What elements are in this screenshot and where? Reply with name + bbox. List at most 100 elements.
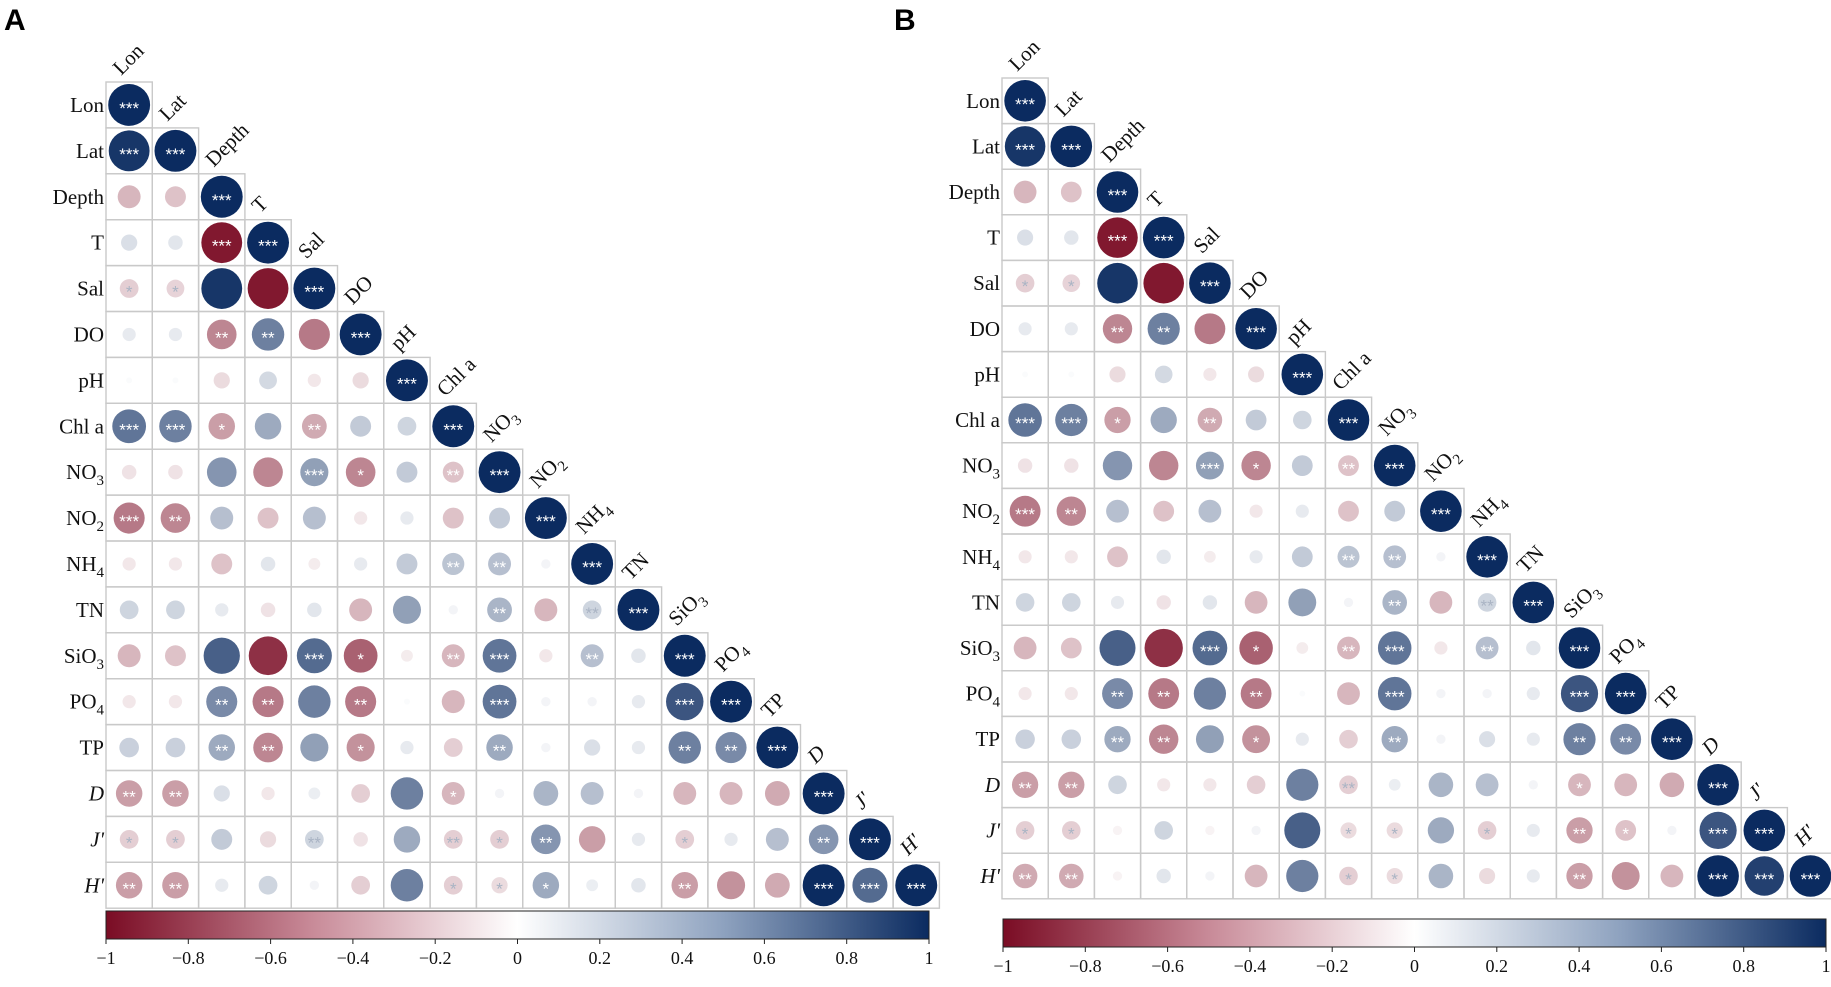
corr-cell	[1417, 806, 1465, 854]
corr-circle	[1112, 871, 1123, 881]
corr-circle	[122, 695, 136, 709]
corr-circle	[1104, 406, 1131, 434]
corr-cell	[290, 586, 339, 634]
corr-circle	[396, 461, 418, 483]
column-label: D	[802, 740, 830, 768]
significance-marker: ***	[1015, 414, 1035, 433]
corr-cell: ***	[846, 815, 894, 864]
corr-circle	[490, 829, 509, 849]
corr-circle	[1526, 869, 1540, 883]
colorbar-tick-label: −0.4	[1234, 956, 1267, 976]
corr-circle	[1386, 867, 1403, 885]
corr-cell	[1278, 852, 1327, 900]
corr-circle	[1060, 181, 1082, 203]
column-label: Sal	[1188, 222, 1224, 258]
corr-circle	[1296, 642, 1309, 654]
significance-marker: **	[1203, 414, 1217, 433]
significance-marker: **	[261, 696, 275, 715]
corr-cell	[197, 356, 246, 404]
corr-circle	[1108, 775, 1127, 795]
var-label-main: Lon	[70, 93, 104, 117]
column-label: Chl a	[1327, 346, 1376, 395]
column-label: NH4	[1466, 487, 1514, 535]
corr-circle	[1699, 811, 1737, 850]
corr-cell: ***	[475, 678, 524, 726]
corr-cell: *	[1047, 806, 1096, 854]
significance-marker: **	[169, 512, 183, 531]
corr-cell	[1417, 761, 1465, 809]
corr-cell: **	[151, 494, 200, 542]
corr-circle	[251, 318, 285, 351]
significance-marker: **	[447, 466, 461, 485]
significance-marker: *	[1484, 824, 1491, 843]
significance-marker: *	[357, 742, 364, 761]
corr-circle	[1013, 180, 1037, 204]
corr-circle	[247, 268, 289, 309]
corr-cell	[105, 632, 153, 680]
significance-marker: **	[586, 650, 600, 669]
corr-cell: ***	[197, 173, 246, 221]
corr-cell	[1417, 533, 1465, 581]
colorbar-tick-label: −0.2	[419, 948, 452, 968]
corr-cell: *	[105, 264, 153, 313]
corr-cell: **	[1093, 715, 1142, 763]
significance-marker: **	[493, 558, 507, 577]
significance-marker: ***	[490, 696, 510, 715]
corr-circle	[668, 731, 701, 764]
corr-cell	[1232, 761, 1280, 809]
corr-circle	[119, 829, 139, 849]
corr-cell	[1186, 761, 1234, 809]
corr-cell	[1001, 578, 1049, 626]
column-label: TN	[617, 548, 654, 585]
corr-cell	[244, 402, 292, 450]
corr-cell	[1139, 761, 1188, 809]
corr-cell: ***	[1093, 214, 1142, 262]
column-label: D	[1696, 732, 1724, 760]
corr-cell	[1648, 806, 1696, 854]
var-label-main: TN	[76, 598, 104, 622]
var-label-main: Lon	[966, 89, 1000, 113]
corr-cell	[151, 218, 200, 267]
corr-cell	[383, 815, 431, 864]
corr-circle	[1651, 718, 1693, 760]
corr-circle	[1660, 864, 1684, 888]
significance-marker: *	[126, 833, 133, 852]
corr-circle	[247, 221, 289, 264]
corr-circle	[1241, 450, 1271, 481]
var-label-sub: 4	[993, 695, 1001, 711]
significance-marker: ***	[1061, 414, 1081, 433]
corr-cell	[1139, 442, 1188, 490]
significance-marker: **	[817, 833, 831, 852]
var-label-sub: 3	[97, 473, 105, 489]
var-label-main: Lat	[972, 134, 1000, 158]
significance-marker: **	[1573, 733, 1587, 752]
corr-cell	[1139, 806, 1188, 854]
corr-circle	[211, 553, 233, 575]
significance-marker: **	[261, 328, 275, 347]
var-label-main: Depth	[53, 185, 105, 209]
corr-circle	[1251, 825, 1261, 836]
corr-cell: ***	[1786, 852, 1831, 900]
corr-circle	[489, 507, 511, 529]
corr-cell: **	[1001, 852, 1049, 900]
corr-circle	[1022, 371, 1029, 378]
corr-circle	[117, 185, 141, 209]
corr-circle	[1291, 546, 1313, 568]
corr-cell: **	[1139, 670, 1188, 718]
var-label-sub: 3	[993, 467, 1001, 483]
corr-cell: **	[429, 632, 478, 680]
corr-circle	[349, 598, 373, 622]
corr-circle	[403, 698, 410, 705]
corr-circle	[532, 872, 560, 899]
corr-cell: ***	[475, 632, 524, 680]
corr-cell: ***	[1694, 852, 1742, 900]
corr-cell	[1047, 442, 1096, 490]
significance-marker: **	[215, 742, 229, 761]
corr-circle	[162, 780, 189, 807]
var-label-main: T	[247, 191, 273, 217]
corr-circle	[1015, 593, 1035, 612]
corr-circle	[206, 457, 237, 487]
corr-cell: **	[1186, 396, 1234, 444]
corr-circle	[442, 507, 464, 529]
corr-cell	[429, 494, 478, 542]
